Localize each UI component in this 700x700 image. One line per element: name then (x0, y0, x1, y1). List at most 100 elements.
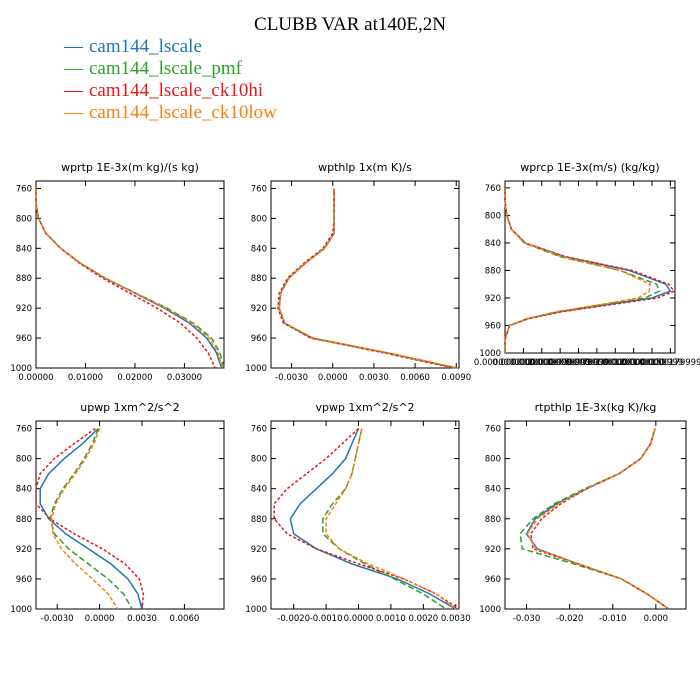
chart-panel-6: rtpthlp 1E-3x(kg K)/kg 760 800 840 880 920 960… (479, 401, 687, 624)
chart-panel-3: wprcp 1E-3x(m/s) (kg/kg) 760 800 840 880 920 9… (474, 161, 700, 368)
y-tick-label: 880 (16, 515, 32, 525)
x-tick-label: 0.0000039999 (511, 358, 573, 368)
y-tick-label: 920 (16, 545, 32, 555)
series-line-cam144-lscale-ck10low (278, 188, 458, 369)
legend-swatch: — (64, 36, 83, 57)
y-tick-label: 1000 (10, 605, 32, 615)
y-tick-label: 760 (16, 184, 32, 194)
series-line-cam144-lscale-ck10hi (35, 427, 145, 610)
y-tick-label: 880 (251, 274, 267, 284)
y-tick-label: 840 (16, 244, 32, 254)
x-tick-label: 0.0000020000 (492, 358, 554, 368)
panel-title: wprtp 1E-3x(m kg)/(s kg) (61, 161, 199, 174)
y-tick-label: 920 (251, 545, 267, 555)
x-tick-label: 0.0000120000 (584, 358, 646, 368)
y-tick-label: 760 (485, 184, 501, 194)
legend-label: cam144_lscale (89, 36, 202, 57)
x-tick-label: -0.0030 (275, 373, 308, 383)
chart-panel-2: wpthlp 1x(m K)/s 760 800 840 880 920 960 1000 -0… (245, 161, 471, 383)
panel-title: wprcp 1E-3x(m/s) (kg/kg) (520, 161, 659, 174)
series-line-cam144-lscale (504, 187, 672, 353)
y-tick-label: 840 (251, 244, 267, 254)
x-tick-label: 0.01000 (68, 373, 103, 383)
y-tick-label: 960 (485, 575, 501, 585)
x-tick-label: 0.0000100000 (566, 358, 628, 368)
plot-frame (270, 180, 460, 369)
x-tick-label: -0.0020 (277, 614, 310, 624)
y-tick-label: 920 (485, 545, 501, 555)
x-tick-label: 0.0030 (441, 614, 471, 624)
plot-frame (504, 180, 676, 354)
x-tick-label: 0.0000 (344, 614, 374, 624)
series-line-cam144-lscale-ck10low (504, 187, 652, 353)
x-tick-label: 0.0000000000 (474, 358, 536, 368)
legend-label: cam144_lscale_pmf (89, 58, 243, 79)
x-tick-label: 0.0000079999 (547, 358, 609, 368)
x-tick-label: 0.0000 (85, 614, 115, 624)
x-tick-label: 0.0020 (408, 614, 438, 624)
legend-swatch: — (64, 58, 83, 79)
legend-label: cam144_lscale_ck10hi (89, 80, 264, 101)
plot-frame (35, 420, 225, 610)
y-tick-label: 960 (16, 575, 32, 585)
y-tick-label: 800 (251, 455, 267, 465)
y-tick-label: 880 (485, 266, 501, 276)
y-tick-label: 880 (16, 274, 32, 284)
y-tick-label: 920 (16, 304, 32, 314)
y-tick-label: 760 (16, 425, 32, 435)
y-tick-label: 800 (485, 455, 501, 465)
series-line-cam144-lscale-ck10hi (530, 428, 670, 610)
figure-title: CLUBB VAR at140E,2N (254, 14, 446, 35)
series-line-cam144-lscale-ck10low (35, 188, 224, 369)
y-tick-label: 960 (251, 575, 267, 585)
series-line-cam144-lscale-pmf (278, 188, 457, 369)
series-line-cam144-lscale-ck10hi (504, 187, 676, 353)
chart-panel-5: vpwp 1xm^2/s^2 760 800 840 880 920 960 1000 -0.0… (245, 401, 470, 624)
series-line-cam144-lscale (39, 427, 143, 610)
x-tick-label: -0.020 (556, 614, 583, 624)
y-tick-label: 760 (251, 425, 267, 435)
legend-item-ck10low: — cam144_lscale_ck10low (64, 102, 277, 124)
y-tick-label: 760 (251, 184, 267, 194)
y-tick-label: 840 (251, 485, 267, 495)
x-tick-label: -0.010 (599, 614, 626, 624)
y-tick-label: 1000 (479, 605, 501, 615)
series-line-cam144-lscale (525, 428, 670, 610)
x-tick-label: -0.0030 (41, 614, 74, 624)
x-tick-label: 0.0000059999 (529, 358, 591, 368)
x-tick-label: 0.0010 (376, 614, 406, 624)
y-tick-label: 960 (16, 334, 32, 344)
x-tick-label: 0.0030 (359, 373, 389, 383)
series-line-cam144-lscale-ck10hi (35, 188, 216, 369)
x-tick-label: -0.0010 (310, 614, 343, 624)
y-tick-label: 880 (485, 515, 501, 525)
y-tick-label: 920 (251, 304, 267, 314)
series-line-cam144-lscale-pmf (35, 188, 225, 369)
x-tick-label: 0.03000 (167, 373, 202, 383)
series-line-cam144-lscale-ck10low (50, 428, 119, 610)
series-line-cam144-lscale (278, 188, 457, 369)
legend-item-pmf: — cam144_lscale_pmf (64, 58, 277, 80)
x-tick-label: 0.02000 (117, 373, 152, 383)
y-tick-label: 800 (16, 214, 32, 224)
x-tick-label: 0.0000 (318, 373, 348, 383)
panel-title: vpwp 1xm^2/s^2 (315, 401, 414, 414)
chart-panel-4: upwp 1xm^2/s^2 760 800 840 880 920 960 1000 -0.0… (10, 401, 225, 624)
series-line-cam144-lscale-pmf (322, 428, 447, 610)
y-tick-label: 800 (485, 211, 501, 221)
y-tick-label: 840 (16, 485, 32, 495)
plot-frame (270, 420, 460, 610)
legend-label: cam144_lscale_ck10low (89, 102, 277, 123)
y-tick-label: 1000 (10, 364, 32, 374)
y-tick-label: 1000 (245, 605, 267, 615)
panel-title: upwp 1xm^2/s^2 (80, 401, 180, 414)
y-tick-label: 960 (251, 334, 267, 344)
x-tick-label: 0.0060 (400, 373, 430, 383)
x-tick-label: 0.0000140000 (603, 358, 665, 368)
x-tick-label: 0.0000179999 (639, 358, 700, 368)
series-line-cam144-lscale (289, 428, 457, 610)
x-tick-label: 0.0000159999 (621, 358, 683, 368)
series-line-cam144-lscale (35, 188, 223, 369)
series-line-cam144-lscale-pmf (49, 428, 133, 610)
x-tick-label: 0.0060 (170, 614, 200, 624)
